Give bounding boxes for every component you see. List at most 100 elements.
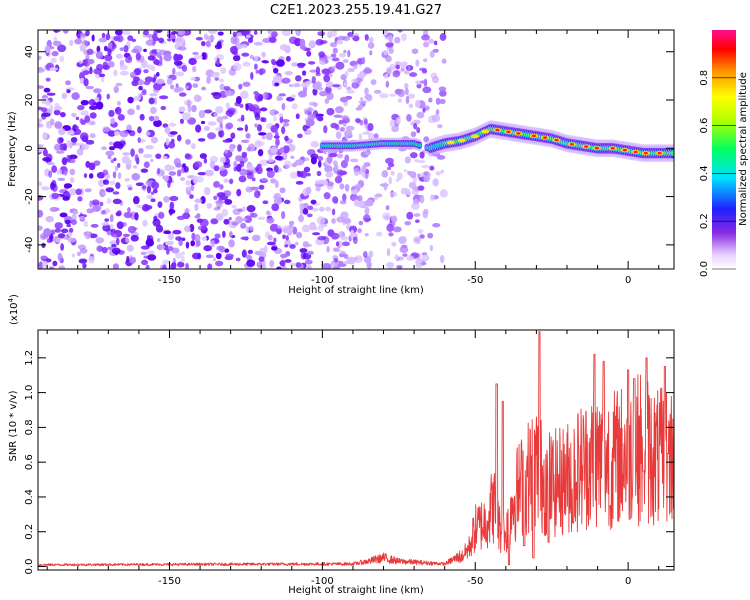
heatmap-noise-cell bbox=[168, 165, 176, 170]
heatmap-noise-cell bbox=[340, 235, 349, 241]
heatmap-noise-cell bbox=[218, 129, 225, 138]
heatmap-noise-cell bbox=[388, 34, 393, 43]
heatmap-noise-cell bbox=[205, 254, 214, 259]
heatmap-noise-cell bbox=[119, 64, 128, 71]
heatmap-noise-cell bbox=[414, 99, 421, 108]
heatmap-noise-cell bbox=[194, 198, 203, 203]
heatmap-noise-cell bbox=[155, 153, 162, 159]
heatmap-noise-cell bbox=[57, 252, 63, 262]
heatmap-noise-cell bbox=[113, 157, 117, 162]
heatmap-noise-cell bbox=[254, 113, 261, 121]
heatmap-noise-cell bbox=[166, 77, 173, 85]
heatmap-noise-cell bbox=[307, 250, 314, 256]
heatmap-noise-cell bbox=[169, 201, 175, 210]
heatmap-noise-cell bbox=[153, 97, 158, 105]
heatmap-noise-cell bbox=[435, 97, 441, 105]
snr-x-tick-label: -50 bbox=[467, 576, 483, 587]
heatmap-noise-cell bbox=[245, 226, 249, 233]
colorbar-gradient bbox=[712, 30, 736, 269]
heatmap-noise-cell bbox=[110, 117, 116, 124]
heatmap-noise-cell bbox=[344, 183, 350, 192]
ridge-peak-center bbox=[594, 146, 600, 150]
heatmap-noise-cell bbox=[125, 236, 130, 243]
heatmap-noise-cell bbox=[203, 245, 213, 252]
heatmap-noise-cell bbox=[406, 191, 411, 196]
heatmap-noise-cell bbox=[388, 232, 394, 237]
heatmap-noise-cell bbox=[401, 33, 407, 42]
heatmap-noise-cell bbox=[150, 191, 155, 196]
heatmap-noise-cell bbox=[196, 218, 203, 223]
heatmap-noise-cell bbox=[301, 70, 307, 76]
heatmap-noise-cell bbox=[114, 165, 119, 172]
heatmap-noise-cell bbox=[262, 117, 267, 123]
colorbar-tick-label: 0.4 bbox=[699, 165, 710, 181]
heatmap-noise-cell bbox=[122, 30, 131, 36]
heatmap-noise-cell bbox=[190, 143, 196, 150]
heatmap-noise-cell bbox=[396, 265, 403, 269]
heatmap-noise-cell bbox=[414, 219, 420, 224]
heatmap-noise-cell bbox=[383, 49, 388, 56]
heatmap-noise-cell bbox=[402, 253, 408, 257]
heatmap-noise-cell bbox=[96, 245, 103, 252]
heatmap-noise-cell bbox=[63, 236, 70, 240]
heatmap-noise-cell bbox=[423, 136, 430, 143]
heatmap-noise-cell bbox=[386, 166, 392, 171]
heatmap-noise-cell bbox=[84, 232, 92, 240]
ridge-peak-center bbox=[584, 145, 589, 148]
heatmap-noise-cell bbox=[391, 241, 397, 247]
heatmap-noise-cell bbox=[419, 151, 425, 159]
heatmap-noise-cell bbox=[300, 195, 305, 200]
heatmap-noise-cell bbox=[299, 207, 304, 216]
heatmap-noise-cell bbox=[360, 97, 364, 101]
heatmap-noise-cell bbox=[281, 225, 291, 234]
heatmap-noise-cell bbox=[80, 143, 90, 151]
heatmap-noise-cell bbox=[85, 30, 90, 37]
heatmap-noise-cell bbox=[391, 125, 399, 133]
heatmap-noise-cell bbox=[284, 71, 293, 76]
heatmap-noise-cell bbox=[201, 236, 208, 241]
heatmap-noise-cell bbox=[237, 144, 242, 152]
heatmap-noise-cell bbox=[143, 161, 150, 169]
heatmap-noise-cell bbox=[439, 89, 447, 97]
heatmap-noise-cell bbox=[316, 216, 326, 225]
heatmap-noise-cell bbox=[303, 166, 311, 173]
heatmap-noise-cell bbox=[129, 256, 136, 264]
heatmap-noise-cell bbox=[235, 257, 241, 262]
heatmap-noise-cell bbox=[70, 137, 78, 143]
heatmap-noise-cell bbox=[309, 69, 317, 73]
heatmap-noise-cell bbox=[160, 105, 167, 111]
heatmap-noise-cell bbox=[213, 165, 220, 172]
heatmap-noise-cell bbox=[190, 76, 197, 81]
colorbar-ticks: 0.0 0.2 0.4 0.6 0.8 bbox=[699, 70, 736, 277]
heatmap-noise-cell bbox=[56, 150, 65, 154]
heatmap-noise-cell bbox=[364, 199, 374, 207]
heatmap-noise-cell bbox=[158, 37, 165, 44]
heatmap-noise-cell bbox=[291, 103, 298, 110]
ridge-peak-center bbox=[531, 134, 537, 138]
heatmap-noise-cell bbox=[302, 124, 308, 132]
heatmap-noise-cell bbox=[57, 233, 66, 239]
heatmap-noise-cell bbox=[340, 74, 347, 81]
heatmap-noise-cell bbox=[156, 78, 165, 85]
heatmap-noise-cell bbox=[293, 82, 301, 88]
heatmap-noise-cell bbox=[143, 30, 150, 36]
heatmap-noise-cell bbox=[90, 223, 99, 228]
heatmap-noise-cell bbox=[150, 65, 156, 72]
heatmap-noise-cell bbox=[331, 217, 336, 224]
heatmap-noise-cell bbox=[310, 140, 319, 148]
heatmap-noise-cell bbox=[187, 104, 192, 113]
heatmap-noise-cell bbox=[307, 113, 316, 121]
heatmap-noise-cell bbox=[113, 85, 119, 94]
heatmap-noise-cell bbox=[328, 73, 333, 78]
heatmap-noise-cell bbox=[231, 204, 237, 209]
heatmap-noise-cell bbox=[278, 113, 284, 118]
heatmap-noise-cell bbox=[259, 107, 268, 112]
heatmap-noise-cell bbox=[206, 202, 213, 209]
heatmap-noise-cell bbox=[429, 244, 434, 252]
heatmap-noise-cell bbox=[58, 127, 66, 136]
heatmap-noise-cell bbox=[113, 69, 118, 77]
heatmap-noise-cell bbox=[122, 233, 130, 238]
heatmap-noise-cell bbox=[440, 169, 444, 174]
heatmap-noise-cell bbox=[241, 249, 247, 258]
heatmap-noise-cell bbox=[53, 109, 61, 116]
